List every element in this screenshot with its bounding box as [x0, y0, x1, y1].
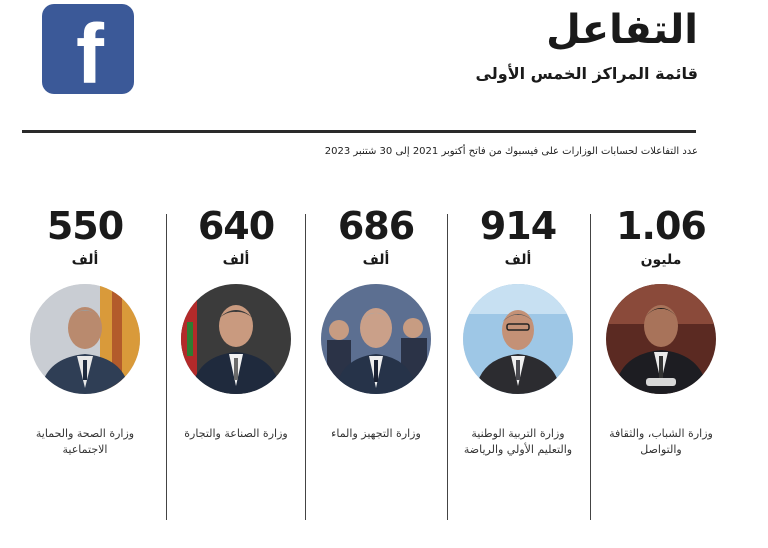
- interaction-count: 914: [479, 204, 557, 248]
- ministry-name: وزارة التربية الوطنية والتعليم الأولي وا…: [463, 427, 573, 456]
- interaction-count: 1.06: [616, 204, 707, 248]
- ministry-name: وزارة الشباب، والثقافة والتواصل: [609, 427, 713, 456]
- ranking-item-1: 1.06 مليون وزارة الشباب، والثقافة والتوا…: [591, 0, 731, 548]
- column-divider: [166, 214, 167, 520]
- interaction-count: 686: [337, 204, 415, 248]
- count-unit: ألف: [71, 252, 99, 268]
- count-unit: مليون: [640, 252, 682, 268]
- count-unit: ألف: [362, 252, 390, 268]
- ranking-item-5: 550 ألف وزارة الصحة والحماية الاجتماعية: [15, 0, 155, 548]
- page-subtitle: قائمة المراكز الخمس الأولى: [475, 64, 698, 83]
- interaction-count: 640: [197, 204, 275, 248]
- facebook-logo-icon: f: [42, 4, 134, 101]
- count-unit: ألف: [222, 252, 250, 268]
- ministry-name: وزارة الصحة والحماية الاجتماعية: [35, 427, 135, 456]
- column-divider: [447, 214, 448, 520]
- ranking-item-4: 640 ألف وزارة الصناعة والتجارة: [166, 0, 306, 548]
- column-divider: [590, 214, 591, 520]
- date-range-note: عدد التفاعلات لحسابات الوزارات على فيسبو…: [324, 146, 698, 157]
- header-divider: [22, 130, 696, 133]
- column-divider: [305, 214, 306, 520]
- interaction-count: 550: [46, 204, 124, 248]
- count-unit: ألف: [504, 252, 532, 268]
- ministry-name: وزارة التجهيز والماء: [331, 427, 421, 440]
- minister-photo: [181, 284, 291, 394]
- ranking-item-3: 686 ألف وزارة التجهيز والماء: [306, 0, 446, 548]
- minister-photo: [463, 284, 573, 394]
- ministry-name: وزارة الصناعة والتجارة: [184, 427, 288, 440]
- facebook-logo-letter: f: [76, 7, 104, 101]
- minister-photo: [606, 284, 716, 394]
- ranking-item-2: 914 ألف وزارة التربية الوطنية والتعليم ا…: [448, 0, 588, 548]
- minister-photo: [30, 284, 140, 394]
- minister-photo: [321, 284, 431, 394]
- page-title: التفاعل: [546, 7, 698, 53]
